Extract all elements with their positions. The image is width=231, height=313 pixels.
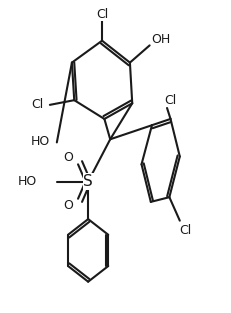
Text: O: O	[63, 198, 73, 212]
Text: O: O	[63, 151, 73, 164]
Text: OH: OH	[151, 33, 170, 46]
Text: Cl: Cl	[179, 223, 191, 237]
Text: Cl: Cl	[164, 94, 176, 107]
Text: HO: HO	[18, 175, 37, 188]
Text: S: S	[83, 174, 93, 189]
Text: Cl: Cl	[96, 8, 108, 21]
Text: HO: HO	[31, 135, 50, 148]
Text: Cl: Cl	[31, 98, 43, 111]
